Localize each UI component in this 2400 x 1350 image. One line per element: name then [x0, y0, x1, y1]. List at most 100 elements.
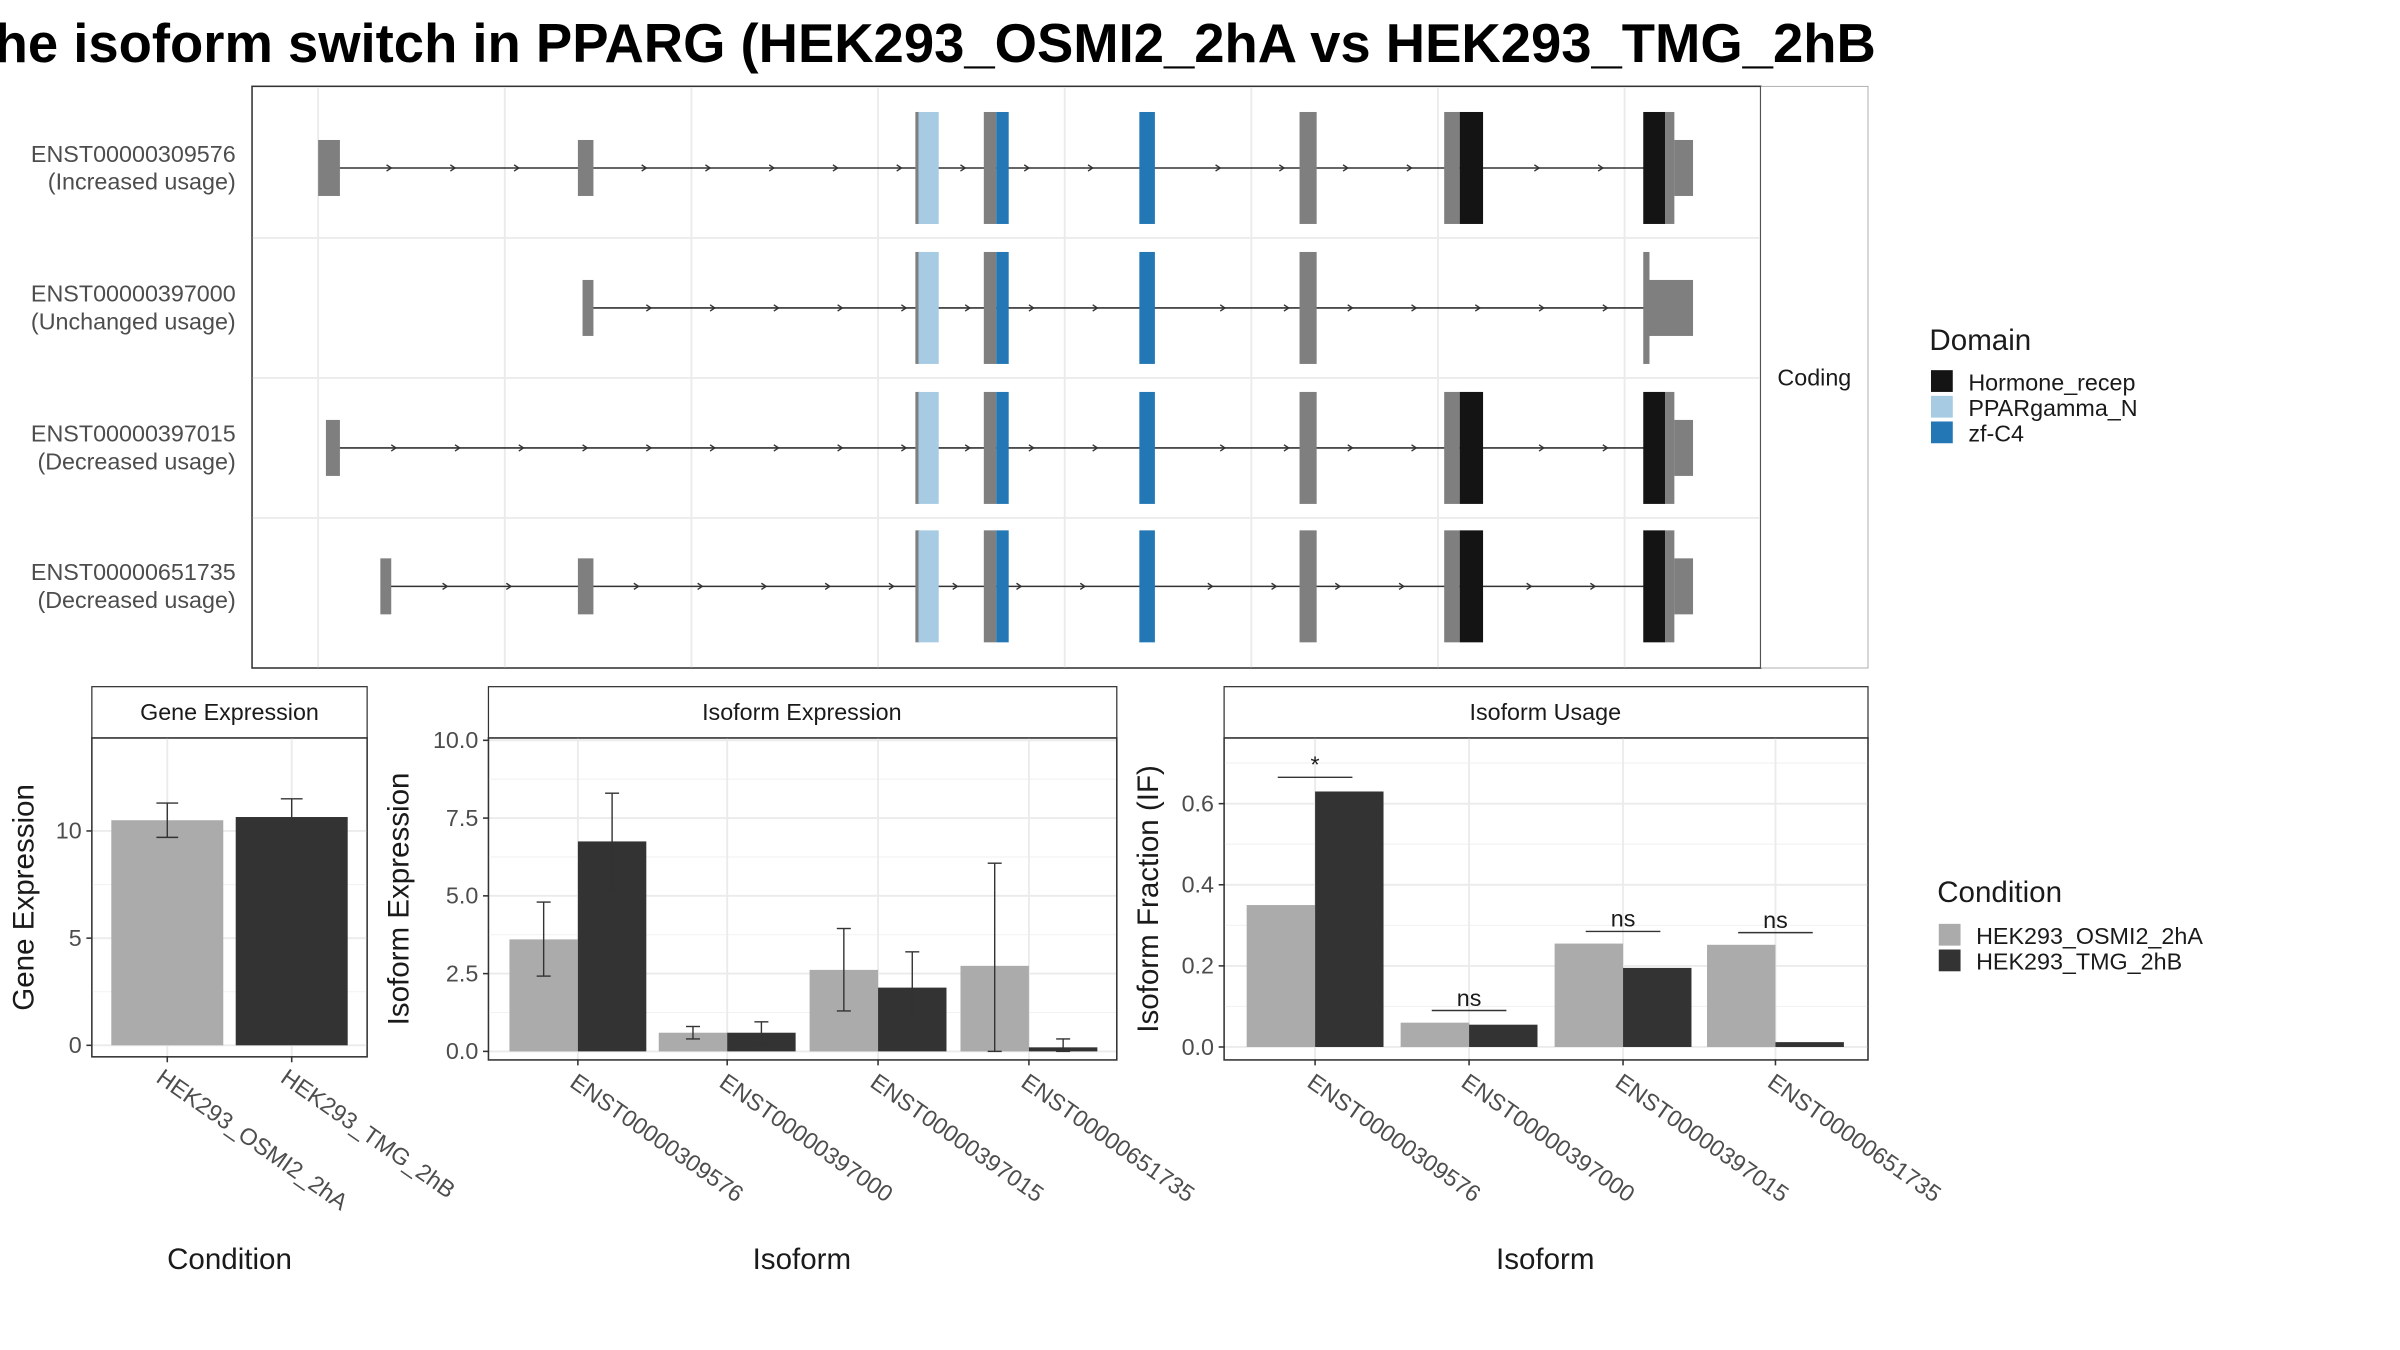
direction-arrow: [1538, 444, 1545, 452]
direction-arrow: [709, 444, 717, 452]
direction-arrow: [1278, 164, 1286, 172]
direction-arrow: [1602, 304, 1609, 312]
domain-legend-label: Hormone_recep: [1968, 369, 2135, 395]
condition-legend-title: Condition: [1937, 876, 2062, 909]
direction-arrow: [837, 304, 844, 312]
exon-block: [1299, 391, 1317, 504]
direction-arrow: [960, 164, 967, 172]
isoform-usage-label: (Decreased usage): [37, 587, 235, 613]
exon-block: [915, 530, 921, 643]
direction-arrow: [768, 164, 776, 172]
isoform-expression-title: Isoform Expression: [702, 699, 902, 725]
condition-legend-label: HEK293_OSMI2_2hA: [1976, 923, 2203, 949]
isoform-track: [582, 251, 1694, 364]
direction-arrow: [1028, 304, 1035, 312]
direction-arrow: [964, 444, 972, 452]
bar: [1315, 791, 1384, 1047]
domain-legend-label: PPARgamma_N: [1968, 395, 2137, 421]
direction-arrow: [1538, 304, 1545, 312]
direction-arrow: [824, 582, 832, 591]
exon-block: [1459, 391, 1484, 504]
direction-arrow: [1283, 304, 1290, 312]
exon-block: [996, 251, 1009, 364]
direction-arrow: [1589, 582, 1597, 591]
isoform-expression-panel: Isoform Expression 0.02.55.07.510.0ENST0…: [382, 686, 1199, 1276]
bar: [1469, 1024, 1538, 1047]
y-tick-label: 5.0: [446, 883, 478, 909]
exon-block: [1299, 111, 1317, 224]
exon-block: [1459, 111, 1484, 224]
y-tick-label: 0.2: [1182, 953, 1214, 979]
exon-block: [1665, 530, 1675, 643]
isoform-id-label: ENST00000309576: [31, 141, 236, 167]
direction-arrow: [1023, 164, 1031, 172]
direction-arrow: [449, 164, 457, 172]
direction-arrow: [513, 164, 521, 172]
significance-label: ns: [1457, 985, 1482, 1011]
exon-block: [1459, 530, 1484, 643]
direction-arrow: [518, 444, 525, 452]
exon-block: [915, 251, 921, 364]
isoform-id-label: ENST00000397015: [31, 421, 236, 447]
condition-legend-label: HEK293_TMG_2hB: [1976, 949, 2182, 975]
isoform-usage-title: Isoform Usage: [1469, 699, 1621, 725]
exon-block: [918, 251, 939, 364]
structure-gridlines: [252, 87, 1760, 668]
significance-label: ns: [1611, 906, 1636, 932]
exon-block: [1299, 530, 1317, 643]
direction-arrow: [900, 304, 908, 312]
y-tick-label: 7.5: [446, 805, 478, 831]
direction-arrow: [832, 164, 839, 172]
direction-arrow: [1215, 164, 1222, 172]
isoform-usage-label: (Increased usage): [48, 169, 236, 195]
gene-expression-x-label: Condition: [167, 1243, 292, 1276]
direction-arrow: [1602, 444, 1609, 452]
direction-arrow: [1342, 164, 1350, 172]
direction-arrow: [1347, 304, 1354, 312]
exon-block: [918, 391, 939, 504]
condition-legend-swatch: [1938, 949, 1961, 972]
direction-arrow: [900, 444, 908, 452]
isoform-usage-x-label: Isoform: [1496, 1243, 1595, 1276]
direction-arrow: [1087, 164, 1094, 172]
bar: [1400, 1022, 1470, 1047]
direction-arrow: [837, 444, 844, 452]
direction-arrow: [1283, 444, 1290, 452]
direction-arrow: [633, 582, 640, 591]
direction-arrow: [1079, 582, 1087, 591]
exon-block: [1139, 530, 1155, 643]
bar: [111, 820, 224, 1046]
exon-block: [1643, 391, 1666, 504]
y-tick-label: 0.4: [1182, 872, 1214, 898]
gene-expression-y-label: Gene Expression: [8, 784, 41, 1011]
exon-block: [1674, 419, 1694, 476]
domain-legend-swatch: [1930, 395, 1953, 418]
direction-arrow: [705, 164, 712, 172]
bar: [1775, 1042, 1844, 1047]
bar: [1554, 943, 1624, 1047]
exon-block: [318, 139, 340, 196]
direction-arrow: [773, 304, 780, 312]
exon-block: [1665, 111, 1675, 224]
direction-arrow: [1347, 444, 1354, 452]
domain-legend-title: Domain: [1929, 324, 2031, 357]
exon-block: [1674, 558, 1694, 615]
exon-block: [577, 139, 594, 196]
direction-arrow: [1534, 164, 1541, 172]
direction-arrow: [1334, 582, 1342, 591]
exon-block: [1444, 530, 1460, 643]
y-tick-label: 10: [56, 818, 82, 844]
bar: [1707, 944, 1776, 1047]
exon-block: [582, 279, 594, 336]
exon-block: [996, 530, 1009, 643]
direction-arrow: [1016, 582, 1023, 591]
direction-arrow: [1271, 582, 1278, 591]
y-tick-label: 2.5: [446, 960, 478, 986]
exon-block: [1643, 111, 1666, 224]
isoform-structure-panel: Coding ENST00000309576(Increased usage)E…: [31, 85, 1869, 669]
direction-arrow: [709, 304, 717, 312]
exon-block: [983, 251, 997, 364]
figure-title: he isoform switch in PPARG (HEK293_OSMI2…: [0, 13, 1876, 74]
exon-block: [1139, 111, 1155, 224]
